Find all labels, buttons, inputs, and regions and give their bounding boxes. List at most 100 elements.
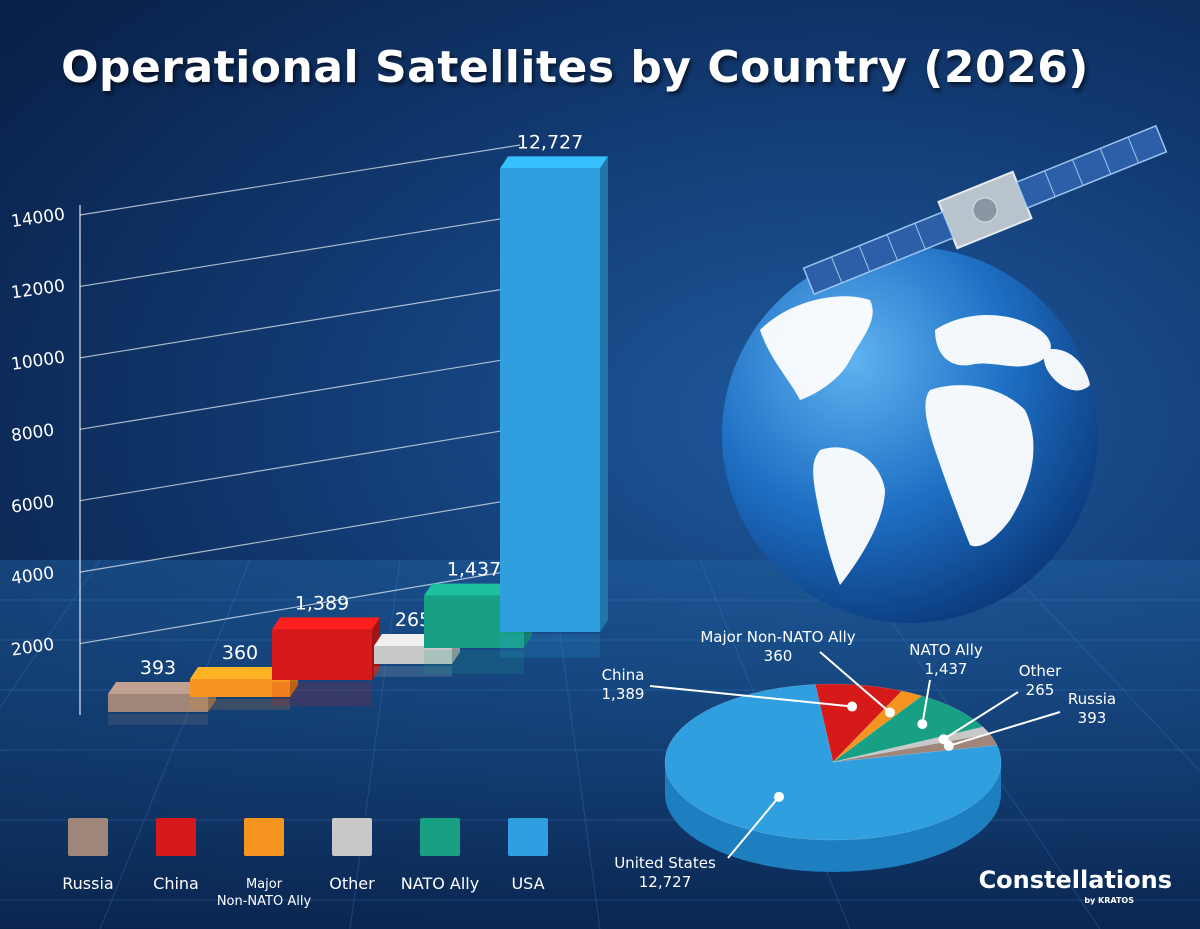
pie-label-line: 265 xyxy=(1026,681,1055,699)
legend-label-line: USA xyxy=(511,874,544,893)
pie-label-line: 12,727 xyxy=(639,873,692,891)
bar-top xyxy=(272,617,380,630)
pie-leader-dot xyxy=(884,707,895,718)
pie-leader-dot xyxy=(943,740,954,751)
pie-label: Other 265 xyxy=(1019,662,1062,699)
pie-label-line: Other xyxy=(1019,662,1062,680)
bar-value-label: 360 xyxy=(222,642,258,664)
y-tick-label: 6000 xyxy=(10,492,56,518)
pie-leader-line xyxy=(948,711,1061,747)
legend-label-line: Non-NATO Ally xyxy=(217,894,312,909)
pie-label-line: Major Non-NATO Ally xyxy=(700,628,855,646)
bar-top xyxy=(190,667,298,679)
pie-slice-united-states xyxy=(664,684,1002,841)
legend-swatch xyxy=(156,818,196,856)
bar-value-label: 1,389 xyxy=(295,592,349,614)
pie-leader-dot xyxy=(774,791,785,802)
legend-label-line: Other xyxy=(329,874,375,893)
legend-swatch xyxy=(244,818,284,856)
pie-label-line: 393 xyxy=(1078,709,1107,727)
bar-usa: 12,727 xyxy=(500,131,608,658)
satellite-icon xyxy=(802,124,1168,296)
bar-value-label: 12,727 xyxy=(517,131,583,153)
legend-label: Other xyxy=(329,874,375,893)
bar-top xyxy=(500,156,608,169)
pie-label-line: China xyxy=(602,666,645,684)
legend-item-usa: USA xyxy=(508,818,548,893)
bar-value-label: 1,437 xyxy=(447,559,501,581)
legend-label-line: Major xyxy=(246,877,283,892)
pie-label: United States 12,727 xyxy=(614,854,716,891)
gridline xyxy=(79,497,521,573)
y-tick-label: 14000 xyxy=(10,205,66,232)
pie-leader-line xyxy=(921,679,931,725)
bar-front xyxy=(108,694,208,712)
bar-russia: 393 xyxy=(108,657,216,725)
legend-swatch xyxy=(508,818,548,856)
pie-leader-line xyxy=(649,685,853,708)
brand-name: Constellations xyxy=(978,866,1172,894)
legend-item-russia: Russia xyxy=(62,818,114,893)
bar-front xyxy=(374,646,452,664)
globe-image xyxy=(722,247,1098,623)
y-tick-label: 12000 xyxy=(10,276,66,303)
legend-label: NATO Ally xyxy=(401,874,479,893)
pie-leader-line xyxy=(943,691,1019,741)
legend-swatch xyxy=(420,818,460,856)
pie-chart: United States 12,727 China 1,389 Major Non-N… xyxy=(602,628,1117,891)
y-tick-label: 8000 xyxy=(10,420,56,446)
gridline xyxy=(79,568,521,645)
bar-reflection xyxy=(108,714,208,725)
bar-front xyxy=(190,679,290,697)
bar-value-label: 393 xyxy=(140,657,176,679)
legend-swatch xyxy=(68,818,108,856)
brand-logo: Constellations by KRATOS xyxy=(979,866,1172,905)
bar-series: 393 360 1,389 265 1,437 12,727 xyxy=(108,131,608,725)
gridline xyxy=(79,285,521,359)
bar-value-label: 265 xyxy=(395,609,431,631)
legend-item-nato-ally: NATO Ally xyxy=(401,818,479,893)
legend-item-major-non-nato-ally: Major Non-NATO Ally xyxy=(217,818,312,909)
chart-title: Operational Satellites by Country (2026) xyxy=(61,42,1089,93)
gridline xyxy=(79,427,521,502)
bar-side xyxy=(600,156,608,632)
legend-label-line: China xyxy=(153,874,199,893)
bar-top xyxy=(108,682,216,694)
pie-leader-dot xyxy=(847,701,858,712)
legend-label: China xyxy=(153,874,199,893)
bar-reflection xyxy=(424,650,524,674)
legend-label-line: Russia xyxy=(62,874,113,893)
pie-label-line: 1,389 xyxy=(602,685,645,703)
legend-item-other: Other xyxy=(329,818,375,893)
pie-label-line: 360 xyxy=(764,647,793,665)
bar-china: 1,389 xyxy=(272,592,380,706)
y-tick-label: 10000 xyxy=(10,347,66,374)
gridline xyxy=(79,144,521,216)
legend: Russia China Major Non-NATO Ally Other NATO A… xyxy=(62,818,548,909)
pie-leader-dot xyxy=(917,719,928,730)
legend-label: Major Non-NATO Ally xyxy=(217,877,312,909)
bar-major-non-nato-ally: 360 xyxy=(190,642,298,710)
legend-swatch xyxy=(332,818,372,856)
pie-label-line: 1,437 xyxy=(925,660,968,678)
pie-label-line: Russia xyxy=(1068,690,1116,708)
bar-front xyxy=(500,168,600,632)
legend-label: Russia xyxy=(62,874,113,893)
legend-label-line: NATO Ally xyxy=(401,874,479,893)
pie-label-line: United States xyxy=(614,854,716,872)
pie-leader-line xyxy=(727,796,780,859)
pie-label: Russia 393 xyxy=(1068,690,1116,727)
pie-label: China 1,389 xyxy=(602,666,645,703)
bar-reflection xyxy=(374,666,452,677)
pie-slice-major-non-nato-ally xyxy=(832,690,923,763)
pie-label: NATO Ally 1,437 xyxy=(909,641,983,678)
pie-leader-line xyxy=(819,651,891,714)
legend-label: USA xyxy=(511,874,544,893)
bar-front xyxy=(272,629,372,680)
bar-reflection xyxy=(272,682,372,706)
bar-reflection xyxy=(190,699,290,710)
brand-subtitle: by KRATOS xyxy=(1084,896,1134,905)
gridline xyxy=(79,356,521,430)
legend-item-china: China xyxy=(153,818,199,893)
